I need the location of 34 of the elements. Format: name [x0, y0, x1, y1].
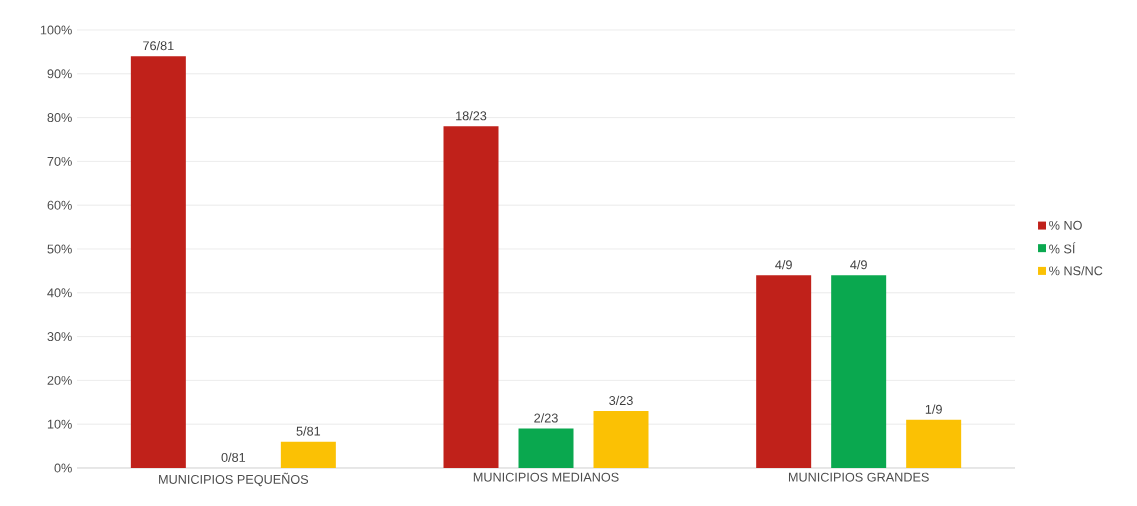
y-tick-label: 40%: [47, 288, 72, 298]
y-tick-label: 10%: [47, 419, 72, 429]
y-tick-label: 90%: [47, 69, 72, 79]
legend-label: % NS/NC: [1049, 265, 1103, 276]
x-tick-label: MUNICIPIOS MEDIANOS: [473, 472, 619, 482]
x-tick-label: MUNICIPIOS GRANDES: [788, 472, 929, 482]
legend-label: % SÍ: [1049, 242, 1076, 254]
y-tick-label: 60%: [47, 200, 72, 210]
data-label: 2/23: [534, 413, 558, 423]
y-tick-label: 100%: [40, 25, 72, 35]
bar: [593, 411, 649, 468]
data-label: 4/9: [775, 259, 792, 270]
y-tick-label: 70%: [47, 156, 72, 166]
bar: [280, 441, 336, 468]
data-label: 18/23: [456, 111, 487, 121]
y-tick-label: 0%: [54, 463, 72, 473]
data-label: 76/81: [143, 40, 174, 51]
bar: [443, 126, 499, 468]
bar: [518, 428, 574, 468]
bar: [906, 419, 962, 468]
y-tick-label: 80%: [47, 113, 72, 123]
y-tick-label: 30%: [47, 332, 72, 342]
bar: [831, 275, 887, 468]
legend-label: % NO: [1049, 220, 1082, 230]
data-label: 1/9: [925, 404, 942, 414]
y-tick-label: 20%: [47, 375, 72, 385]
data-label: 4/9: [850, 259, 867, 270]
y-tick-label: 50%: [47, 244, 72, 254]
data-label: 5/81: [296, 426, 321, 436]
data-label: 3/23: [609, 395, 633, 405]
bar: [756, 275, 812, 468]
bar: [130, 56, 186, 468]
data-label: 0/81: [221, 452, 246, 462]
x-tick-label: MUNICIPIOS PEQUEÑOS: [159, 472, 309, 487]
